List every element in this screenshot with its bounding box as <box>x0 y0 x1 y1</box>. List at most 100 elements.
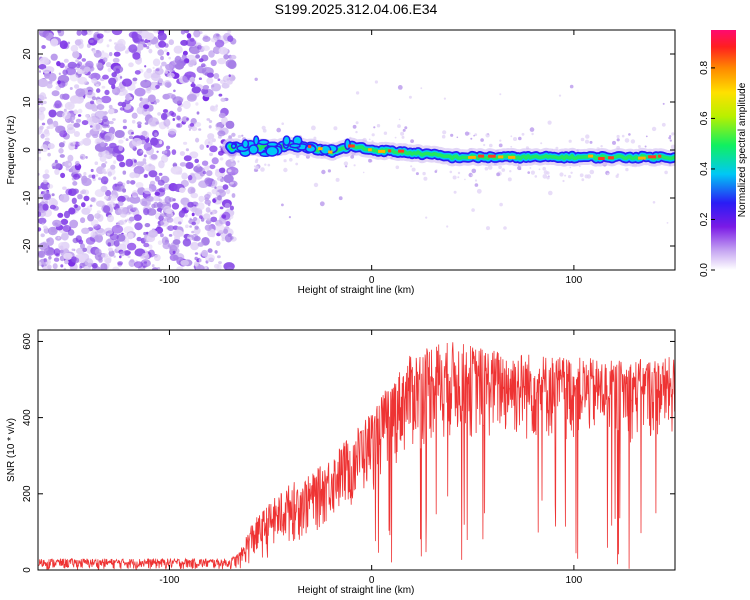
scatter-dot <box>529 127 535 132</box>
scatter-dot <box>645 135 648 138</box>
noise-blob <box>151 264 155 268</box>
ridge-core <box>648 155 657 159</box>
spectrogram-xlabel: Height of straight line (km) <box>298 285 415 296</box>
scatter-dot <box>441 134 446 139</box>
noise-blob <box>44 137 50 142</box>
noise-blob <box>193 165 203 173</box>
noise-blob <box>80 156 84 159</box>
noise-blob <box>174 55 182 64</box>
noise-blob <box>146 196 154 202</box>
noise-blob <box>131 113 138 119</box>
scatter-dot <box>261 125 266 130</box>
noise-blob <box>121 78 133 87</box>
noise-blob <box>155 188 166 197</box>
noise-blob <box>108 39 112 42</box>
noise-blob <box>168 39 174 46</box>
noise-blob <box>210 216 218 223</box>
noise-blob <box>81 202 86 208</box>
noise-blob <box>148 170 158 178</box>
noise-blob <box>69 95 80 104</box>
y-tick-label: 200 <box>22 485 33 502</box>
noise-blob <box>89 125 93 128</box>
noise-blob <box>196 111 200 115</box>
noise-blob <box>73 109 78 115</box>
colorbar-gradient <box>711 30 736 270</box>
noise-blob <box>125 138 129 142</box>
scatter-dot <box>562 179 565 183</box>
noise-blob <box>186 117 190 121</box>
noise-blob <box>190 187 195 194</box>
noise-blob <box>48 109 57 118</box>
noise-blob <box>223 228 229 234</box>
noise-blob <box>38 64 47 70</box>
ridge-lump <box>289 142 301 149</box>
noise-blob <box>194 225 199 230</box>
scatter-dot <box>616 134 620 139</box>
noise-blob <box>39 92 47 101</box>
noise-blob <box>172 118 176 121</box>
noise-blob <box>86 205 92 212</box>
scatter-dot <box>666 222 669 224</box>
noise-blob <box>103 135 111 142</box>
noise-blob <box>191 126 198 132</box>
noise-blob <box>223 54 230 60</box>
noise-blob <box>201 88 209 95</box>
snr-ylabel: SNR (10 * v/v) <box>6 418 17 482</box>
noise-blob <box>160 233 164 238</box>
noise-blob <box>157 112 162 116</box>
noise-blob <box>97 119 103 124</box>
noise-blob <box>63 210 71 219</box>
scatter-dot <box>476 188 482 194</box>
noise-blob <box>132 207 138 211</box>
noise-blob <box>225 120 235 129</box>
noise-blob <box>42 68 51 74</box>
scatter-dot <box>319 201 325 207</box>
noise-blob <box>87 213 95 222</box>
noise-blob <box>95 124 101 130</box>
scatter-dot <box>670 144 675 150</box>
scatter-dot <box>408 95 412 99</box>
noise-blob <box>40 181 51 190</box>
scatter-dot <box>255 168 259 172</box>
noise-blob <box>194 252 199 255</box>
noise-blob <box>145 86 152 94</box>
noise-blob <box>81 138 90 145</box>
scatter-dot <box>543 170 548 175</box>
noise-blob <box>230 41 235 44</box>
noise-blob <box>129 195 141 204</box>
noise-blob <box>64 101 75 110</box>
noise-blob <box>126 197 131 202</box>
noise-blob <box>143 173 149 178</box>
noise-blob <box>109 52 113 57</box>
scatter-dot <box>616 173 620 176</box>
noise-blob <box>219 206 224 210</box>
scatter-dot <box>498 165 502 169</box>
noise-blob <box>204 266 208 270</box>
noise-blob <box>152 267 158 270</box>
scatter-dot <box>510 135 513 138</box>
noise-blob <box>113 240 120 247</box>
noise-blob <box>123 136 126 139</box>
noise-blob <box>157 32 167 41</box>
scatter-dot <box>288 216 291 219</box>
noise-blob <box>91 174 96 179</box>
noise-blob <box>227 35 234 42</box>
scatter-dot <box>232 156 235 160</box>
noise-blob <box>190 192 199 199</box>
ridge-core <box>638 156 646 160</box>
scatter-dot <box>276 127 282 133</box>
scatter-dot <box>480 138 484 142</box>
scatter-dot <box>397 85 403 90</box>
noise-blob <box>171 149 177 156</box>
noise-blob <box>38 156 42 161</box>
noise-blob <box>201 63 206 68</box>
noise-blob <box>136 121 142 126</box>
noise-blob <box>202 171 207 175</box>
noise-blob <box>39 125 44 130</box>
noise-blob <box>54 168 60 175</box>
ridge-core <box>388 149 392 153</box>
noise-blob <box>211 188 218 195</box>
scatter-dot <box>507 177 512 182</box>
noise-blob <box>131 190 139 198</box>
